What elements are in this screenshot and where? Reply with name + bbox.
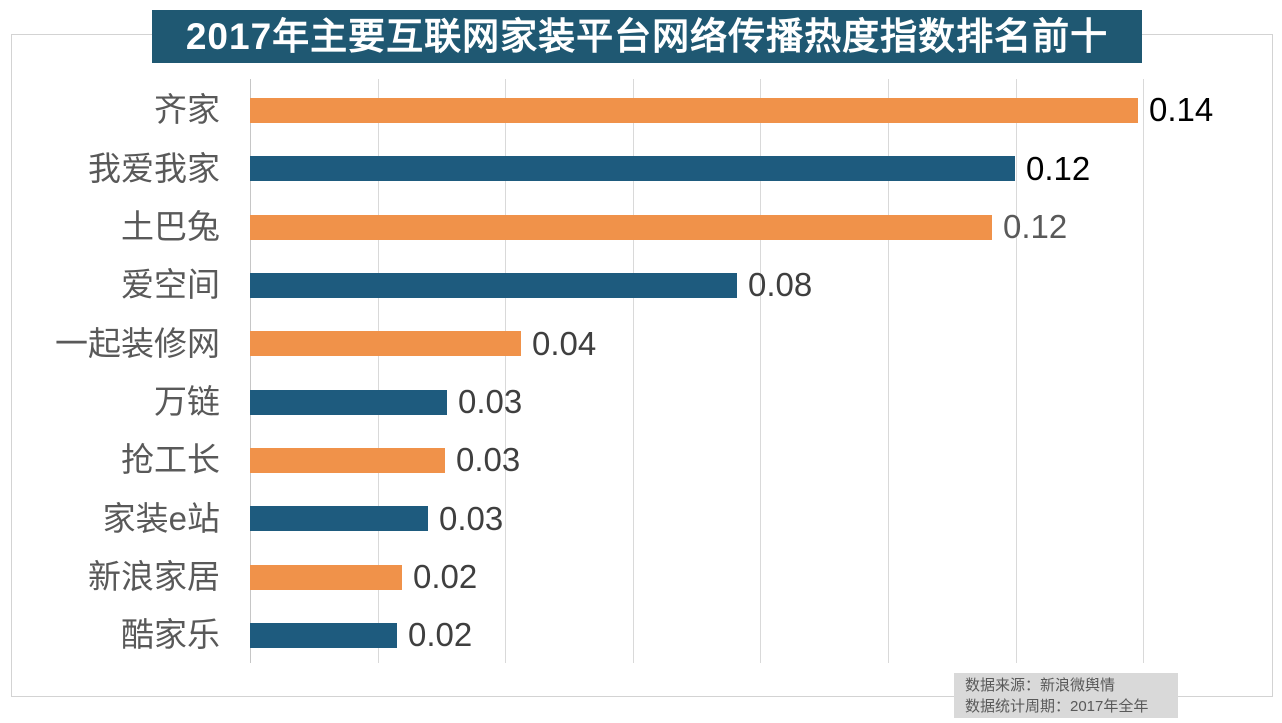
bar	[250, 331, 521, 357]
source-note: 数据来源：新浪微舆情 数据统计周期：2017年全年	[954, 673, 1178, 718]
value-label: 0.02	[408, 616, 473, 654]
value-label: 0.12	[1026, 149, 1091, 187]
chart-border-box	[11, 34, 1273, 697]
value-label: 0.02	[413, 558, 478, 596]
x-gridline	[505, 79, 506, 663]
value-label: 0.03	[458, 383, 523, 421]
x-gridline	[633, 79, 634, 663]
bar	[250, 156, 1015, 182]
y-axis-line	[250, 79, 251, 663]
x-gridline	[1016, 79, 1017, 663]
source-note-line2: 数据统计周期：2017年全年	[965, 698, 1149, 715]
x-gridline	[1143, 79, 1144, 663]
bar	[250, 622, 397, 648]
value-label: 0.03	[439, 499, 504, 537]
category-label: 齐家	[154, 91, 220, 129]
value-label: 0.08	[748, 266, 813, 304]
category-label: 一起装修网	[55, 324, 220, 362]
value-label: 0.04	[532, 324, 597, 362]
x-gridline	[760, 79, 761, 663]
bar	[250, 506, 428, 532]
x-gridline	[888, 79, 889, 663]
bar	[250, 389, 447, 415]
x-gridline	[378, 79, 379, 663]
category-label: 家装e站	[102, 499, 220, 537]
bar	[250, 214, 992, 240]
chart-title: 2017年主要互联网家装平台网络传播热度指数排名前十	[152, 10, 1142, 63]
bar	[250, 564, 402, 590]
category-label: 我爱我家	[88, 149, 220, 187]
bar	[250, 272, 737, 298]
value-label: 0.03	[456, 441, 521, 479]
category-label: 万链	[154, 383, 220, 421]
bar	[250, 97, 1138, 123]
category-label: 新浪家居	[88, 558, 220, 596]
value-label: 0.14	[1149, 91, 1214, 129]
category-label: 爱空间	[121, 266, 220, 304]
value-label: 0.12	[1003, 208, 1068, 245]
bar	[250, 447, 445, 473]
category-label: 抢工长	[121, 441, 220, 479]
category-label: 土巴兔	[121, 208, 220, 245]
category-label: 酷家乐	[121, 616, 220, 654]
source-note-line1: 数据来源：新浪微舆情	[965, 677, 1116, 694]
